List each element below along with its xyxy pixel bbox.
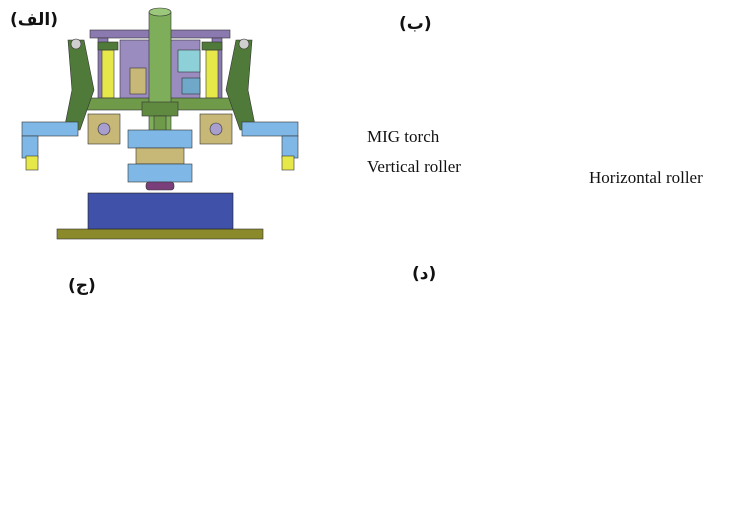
panel-a-drawing [21, 7, 299, 240]
panel-a-workpiece [87, 192, 234, 230]
annotation-horizontal-roller: Horizontal roller [589, 168, 703, 187]
panel-label-c: (ج) [68, 276, 96, 296]
panel-label-d: (د) [412, 264, 437, 284]
panel-label-b: (ب) [399, 14, 432, 34]
panel-a-base-plate [56, 228, 264, 240]
annotation-mig-torch: MIG torch [367, 127, 440, 146]
panel-label-a: (الف) [10, 10, 58, 30]
annotation-vertical-roller: Vertical roller [367, 157, 461, 176]
